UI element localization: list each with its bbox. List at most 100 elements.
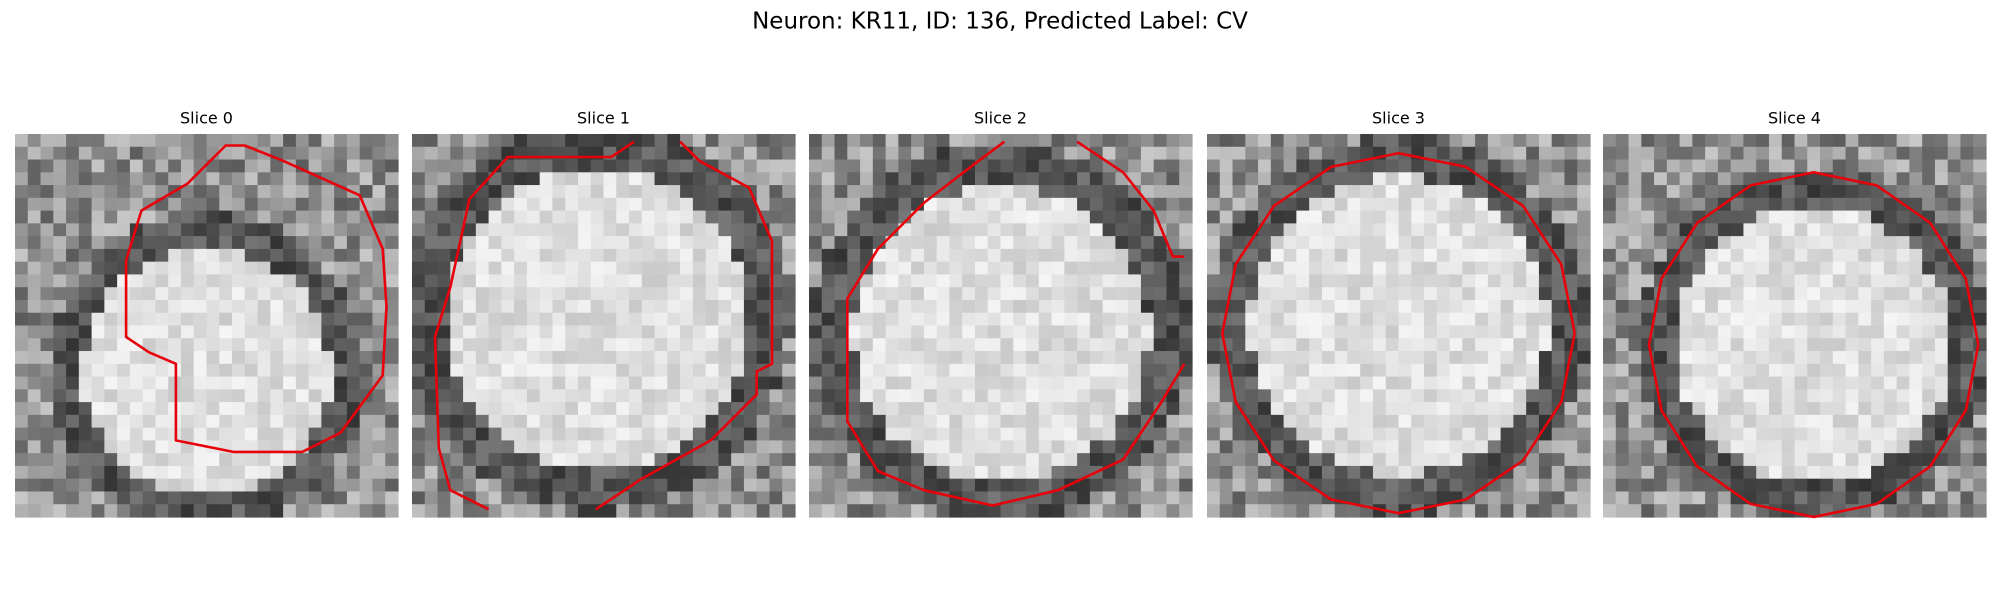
pixel [1679, 427, 1693, 441]
pixel [232, 376, 246, 390]
pixel [424, 453, 439, 467]
pixel [66, 134, 80, 148]
pixel [1153, 197, 1168, 212]
pixel [78, 325, 93, 339]
pixel [450, 402, 464, 416]
pixel [1858, 134, 1872, 148]
pixel [809, 504, 823, 518]
pixel [1730, 478, 1745, 493]
pixel [1922, 274, 1936, 288]
pixel [1858, 146, 1872, 161]
pixel [1973, 287, 1987, 301]
pixel [1207, 504, 1221, 518]
pixel [1960, 440, 1974, 454]
pixel [488, 287, 502, 301]
pixel [1128, 312, 1142, 327]
pixel [1858, 414, 1872, 429]
pixel [1089, 159, 1104, 173]
pixel [1934, 491, 1949, 505]
pixel [1654, 478, 1668, 493]
pixel [1730, 440, 1745, 454]
pixel [898, 453, 912, 467]
pixel [1679, 414, 1693, 429]
pixel [923, 440, 938, 454]
pixel [1513, 248, 1527, 263]
pixel [577, 389, 592, 403]
pixel [821, 325, 836, 339]
pixel [809, 338, 823, 352]
pixel [1743, 223, 1757, 237]
pixel [1207, 197, 1221, 212]
pixel [1832, 299, 1847, 314]
pixel [155, 414, 169, 429]
pixel [667, 440, 681, 454]
pixel [1077, 172, 1091, 186]
pixel [1820, 402, 1834, 416]
pixel [129, 453, 144, 467]
pixel [577, 274, 592, 288]
pixel [1436, 491, 1451, 505]
pixel [1038, 185, 1053, 199]
pixel [346, 134, 361, 148]
pixel [1270, 299, 1285, 314]
pixel [1398, 491, 1412, 505]
pixel [1140, 210, 1155, 224]
pixel [1449, 465, 1463, 480]
pixel [756, 312, 771, 327]
pixel [1166, 351, 1180, 365]
pixel [769, 172, 783, 186]
pixel [1245, 440, 1259, 454]
pixel [1296, 363, 1310, 378]
pixel [1013, 414, 1027, 429]
pixel [769, 440, 783, 454]
pixel [475, 159, 490, 173]
pixel [1153, 287, 1168, 301]
pixel [1705, 504, 1719, 518]
pixel [718, 299, 732, 314]
pixel [1705, 312, 1719, 327]
pixel [718, 414, 732, 429]
pixel [501, 236, 515, 250]
pixel [1436, 210, 1451, 224]
pixel [372, 172, 386, 186]
pixel [1705, 363, 1719, 378]
pixel [539, 197, 554, 212]
pixel [475, 248, 490, 263]
pixel [475, 146, 490, 161]
pixel [1641, 197, 1655, 212]
pixel [629, 376, 643, 390]
pixel [1411, 159, 1425, 173]
pixel [1462, 389, 1476, 403]
pixel [1360, 338, 1374, 352]
pixel [219, 248, 233, 263]
pixel [1756, 210, 1770, 224]
pixel [244, 478, 259, 493]
pixel [1179, 325, 1193, 339]
pixel [412, 134, 426, 148]
pixel [15, 299, 29, 314]
pixel [1641, 312, 1655, 327]
pixel [334, 389, 348, 403]
pixel [1102, 325, 1116, 339]
pixel [769, 363, 783, 378]
pixel [821, 159, 836, 173]
pixel [1372, 402, 1387, 416]
pixel [450, 465, 464, 480]
pixel [1896, 376, 1910, 390]
pixel [1385, 414, 1400, 429]
pixel [53, 351, 67, 365]
pixel [27, 389, 42, 403]
pixel [1051, 414, 1065, 429]
pixel [1449, 504, 1463, 518]
pixel [1140, 376, 1155, 390]
pixel [1153, 414, 1168, 429]
pixel [860, 134, 874, 148]
pixel [1436, 248, 1451, 263]
pixel [1166, 325, 1180, 339]
pixel [1845, 274, 1859, 288]
pixel [923, 172, 938, 186]
pixel [1551, 478, 1566, 493]
pixel [974, 312, 989, 327]
pixel [1909, 236, 1923, 250]
